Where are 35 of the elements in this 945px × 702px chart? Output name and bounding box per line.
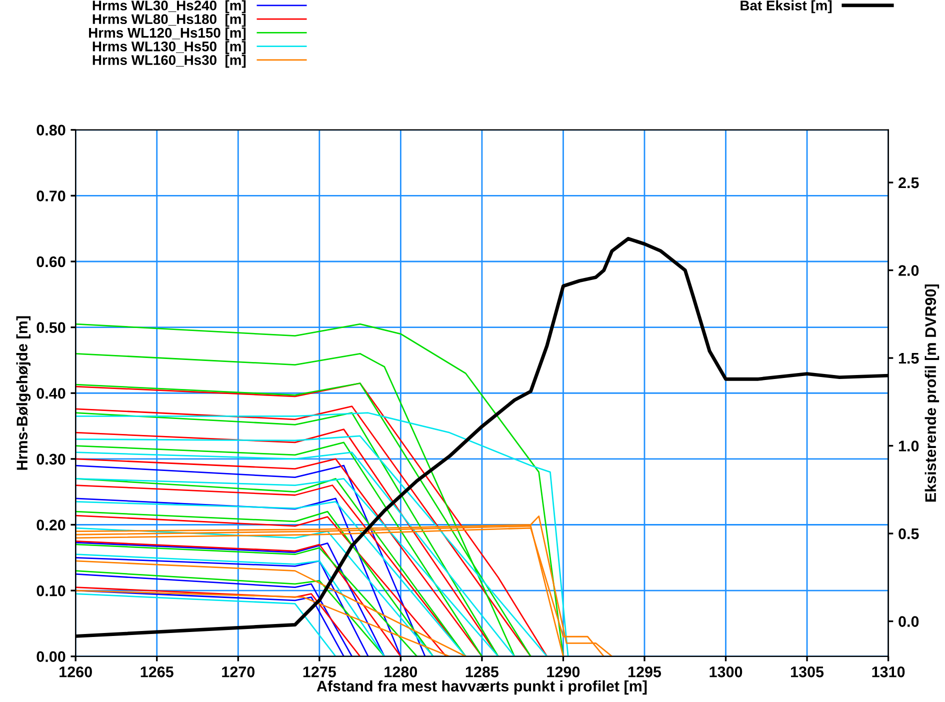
y2-tick-label: 0.5 <box>898 528 919 540</box>
y-tick-label: 0.70 <box>36 190 66 202</box>
y-tick-label: 0.50 <box>36 322 66 333</box>
x-tick-label: 1290 <box>547 666 580 678</box>
x-axis-title: Afstand fra mest havværts punkt i profilet [m] <box>316 680 647 695</box>
y-tick-label: 0.80 <box>36 124 66 136</box>
x-tick-label: 1275 <box>303 666 336 678</box>
x-tick-label: 1280 <box>384 666 418 678</box>
x-tick-label: 1310 <box>872 666 905 678</box>
legend-label: Hrms WL160_Hs30 [m] <box>92 54 246 68</box>
y-tick-label: 0.60 <box>36 256 66 268</box>
y2-tick-label: 2.5 <box>898 177 919 188</box>
x-tick-label: 1285 <box>466 666 499 678</box>
x-tick-label: 1270 <box>222 666 255 678</box>
y-tick-label: 0.40 <box>36 388 66 399</box>
y2-tick-label: 0.0 <box>898 616 919 627</box>
y-tick-label: 0.20 <box>36 520 66 530</box>
y-tick-label: 0.30 <box>36 454 66 465</box>
y2-tick-label: 1.0 <box>898 440 919 452</box>
y-tick-label: 0.00 <box>36 651 66 662</box>
legend-label: Bat Eksist [m] <box>740 0 832 14</box>
legend-label: Hrms WL130_Hs50 [m] <box>92 41 246 54</box>
x-tick-label: 1295 <box>628 666 662 678</box>
x-tick-label: 1265 <box>140 666 174 678</box>
y2-axis-title: Eksisterende profil [m DVR90] <box>924 284 940 502</box>
legend-label: Hrms WL120_Hs150 [m] <box>89 28 246 40</box>
y2-tick-label: 1.5 <box>898 353 919 364</box>
x-tick-label: 1260 <box>60 666 92 678</box>
legend-label: Hrms WL30_Hs240 [m] <box>92 0 246 14</box>
y-axis-title: Hrms-Bølgehøjde [m] <box>16 316 31 470</box>
legend-label: Hrms WL80_Hs180 [m] <box>92 14 246 27</box>
y2-tick-label: 2.0 <box>898 265 919 276</box>
x-tick-label: 1300 <box>710 666 742 678</box>
y-tick-label: 0.10 <box>36 585 66 596</box>
x-tick-label: 1305 <box>791 666 824 678</box>
